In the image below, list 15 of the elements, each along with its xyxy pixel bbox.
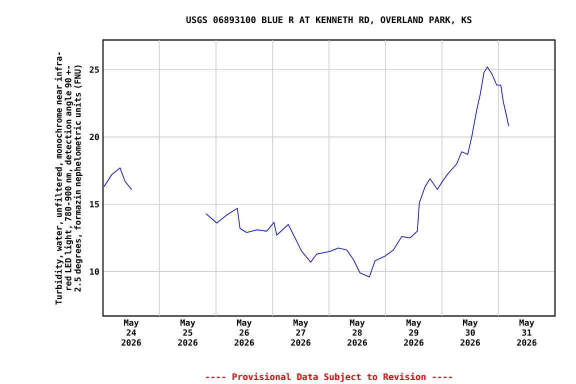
chart-title: USGS 06893100 BLUE R AT KENNETH RD, OVERLAND PARK, KS [186, 16, 472, 24]
y-tick-label: 10 [90, 268, 99, 275]
x-tick-label: May 28 2026 [348, 320, 367, 346]
x-tick-label: May 26 2026 [234, 320, 254, 346]
x-tick-label: May 31 2026 [517, 320, 536, 346]
x-tick-label: May 30 2026 [460, 320, 480, 346]
y-tick-label: 25 [90, 66, 99, 73]
y-axis-title: Turbidity, water, unfiltered, monochrome near infra-red LED light, 780-900 nm, detection angle 90 +-2.5 degrees, formazin nephelometric units (FNU) [54, 52, 82, 304]
x-tick-label: May 24 2026 [122, 320, 141, 346]
x-tick-label: May 27 2026 [291, 320, 310, 346]
x-tick-label: May 29 2026 [404, 320, 424, 346]
y-tick-label: 15 [90, 201, 99, 208]
y-tick-label: 20 [90, 134, 99, 140]
x-tick-label: May 25 2026 [178, 320, 198, 346]
text: ---- Provisional Data Subject to Revision ---- [206, 372, 452, 382]
